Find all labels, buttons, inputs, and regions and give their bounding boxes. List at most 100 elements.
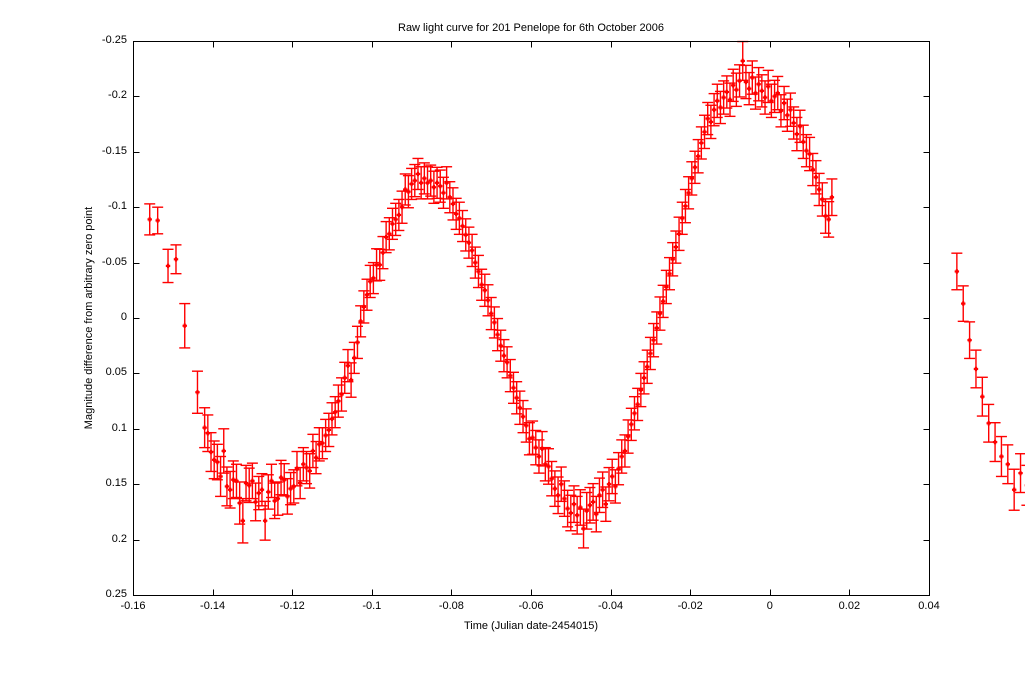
data-point-errorbar xyxy=(246,462,258,500)
data-point-errorbar xyxy=(179,302,191,349)
data-point-errorbar xyxy=(689,150,701,185)
data-point-errorbar xyxy=(215,455,227,498)
data-point-errorbar xyxy=(358,290,370,324)
data-point-errorbar xyxy=(558,480,570,518)
data-point-errorbar xyxy=(301,450,313,485)
data-point-errorbar xyxy=(211,443,223,481)
data-point-errorbar xyxy=(581,491,593,530)
data-point-errorbar xyxy=(418,162,430,195)
x-tick-label: -0.06 xyxy=(518,600,544,612)
data-point-errorbar xyxy=(495,329,507,362)
data-point-errorbar xyxy=(520,408,532,443)
x-tick-label: -0.08 xyxy=(438,600,464,612)
data-point-errorbar xyxy=(262,474,274,510)
data-point-errorbar xyxy=(383,217,395,251)
data-point-errorbar xyxy=(253,475,265,511)
data-point-errorbar xyxy=(568,485,580,524)
data-point-errorbar xyxy=(240,464,252,502)
data-point-errorbar xyxy=(823,200,835,238)
data-point-errorbar xyxy=(275,459,287,496)
data-point-errorbar xyxy=(342,348,354,383)
data-point-errorbar xyxy=(514,390,526,426)
data-point-errorbar xyxy=(450,197,462,231)
data-point-errorbar xyxy=(479,273,491,308)
data-point-errorbar xyxy=(781,98,793,133)
data-point-errorbar xyxy=(737,40,749,82)
data-point-errorbar xyxy=(476,268,488,301)
data-point-errorbar xyxy=(628,395,640,431)
data-point-errorbar xyxy=(361,278,373,311)
data-point-errorbar xyxy=(632,387,644,422)
data-point-errorbar xyxy=(482,284,494,317)
data-point-errorbar xyxy=(571,495,583,535)
data-point-errorbar xyxy=(800,133,812,168)
data-point-errorbar xyxy=(600,486,612,523)
data-point-errorbar xyxy=(320,418,332,453)
y-tick-label: -0.15 xyxy=(101,144,127,157)
data-point-errorbar xyxy=(765,83,777,119)
data-point-errorbar xyxy=(667,241,679,277)
data-point-errorbar xyxy=(380,220,392,254)
data-point-errorbar xyxy=(625,407,637,442)
data-point-errorbar xyxy=(355,305,367,338)
data-point-errorbar xyxy=(648,322,660,358)
data-point-errorbar xyxy=(351,325,363,360)
data-point-errorbar xyxy=(593,477,605,514)
data-point-errorbar xyxy=(772,75,784,111)
data-point-errorbar xyxy=(199,407,211,449)
data-point-errorbar xyxy=(565,494,577,532)
data-point-errorbar xyxy=(606,458,618,495)
data-point-errorbar xyxy=(660,269,672,305)
data-point-errorbar xyxy=(543,448,555,485)
data-point-errorbar xyxy=(485,296,497,331)
data-point-errorbar xyxy=(778,85,790,121)
x-tick-label: -0.14 xyxy=(200,600,226,612)
y-tick-label: 0.15 xyxy=(105,477,127,490)
data-point-errorbar xyxy=(1008,468,1020,511)
data-point-errorbar xyxy=(224,470,236,509)
y-tick-label: 0.1 xyxy=(111,421,127,434)
data-point-errorbar xyxy=(775,94,787,128)
data-point-errorbar xyxy=(415,166,427,200)
data-point-errorbar xyxy=(152,206,164,235)
data-point-errorbar xyxy=(957,285,969,323)
data-point-errorbar xyxy=(316,426,328,460)
data-point-errorbar xyxy=(227,460,239,500)
y-tick-label: 0.25 xyxy=(105,588,127,600)
data-point-errorbar xyxy=(797,124,809,160)
data-point-errorbar xyxy=(434,169,446,203)
data-point-errorbar xyxy=(396,190,408,224)
data-point-errorbar xyxy=(769,79,781,114)
data-point-errorbar xyxy=(539,446,551,482)
data-point-errorbar xyxy=(406,167,418,201)
data-points-layer xyxy=(144,40,1025,549)
data-point-errorbar xyxy=(794,109,806,144)
data-point-errorbar xyxy=(234,481,246,525)
data-point-errorbar xyxy=(348,341,360,375)
data-point-errorbar xyxy=(422,166,434,200)
data-point-errorbar xyxy=(734,64,746,98)
data-point-errorbar xyxy=(699,114,711,150)
data-point-errorbar xyxy=(730,72,742,108)
data-point-errorbar xyxy=(676,201,688,236)
data-point-errorbar xyxy=(759,80,771,115)
data-point-errorbar xyxy=(590,495,602,533)
data-point-errorbar xyxy=(367,261,379,295)
data-point-errorbar xyxy=(603,466,615,502)
data-point-errorbar xyxy=(555,466,567,503)
data-point-errorbar xyxy=(281,477,293,515)
data-point-errorbar xyxy=(533,439,545,474)
data-point-errorbar xyxy=(374,248,386,282)
y-tick-label: -0.1 xyxy=(108,200,127,213)
data-point-errorbar xyxy=(762,69,774,104)
data-point-errorbar xyxy=(552,476,564,515)
data-point-errorbar xyxy=(530,429,542,466)
data-point-errorbar xyxy=(285,471,297,506)
y-tick-label: -0.25 xyxy=(101,34,127,46)
data-point-errorbar xyxy=(549,470,561,508)
y-tick-label: 0 xyxy=(120,311,127,323)
data-point-errorbar xyxy=(641,349,653,385)
x-axis-label: Time (Julian date-2454015) xyxy=(463,620,599,632)
data-point-errorbar xyxy=(714,90,726,125)
